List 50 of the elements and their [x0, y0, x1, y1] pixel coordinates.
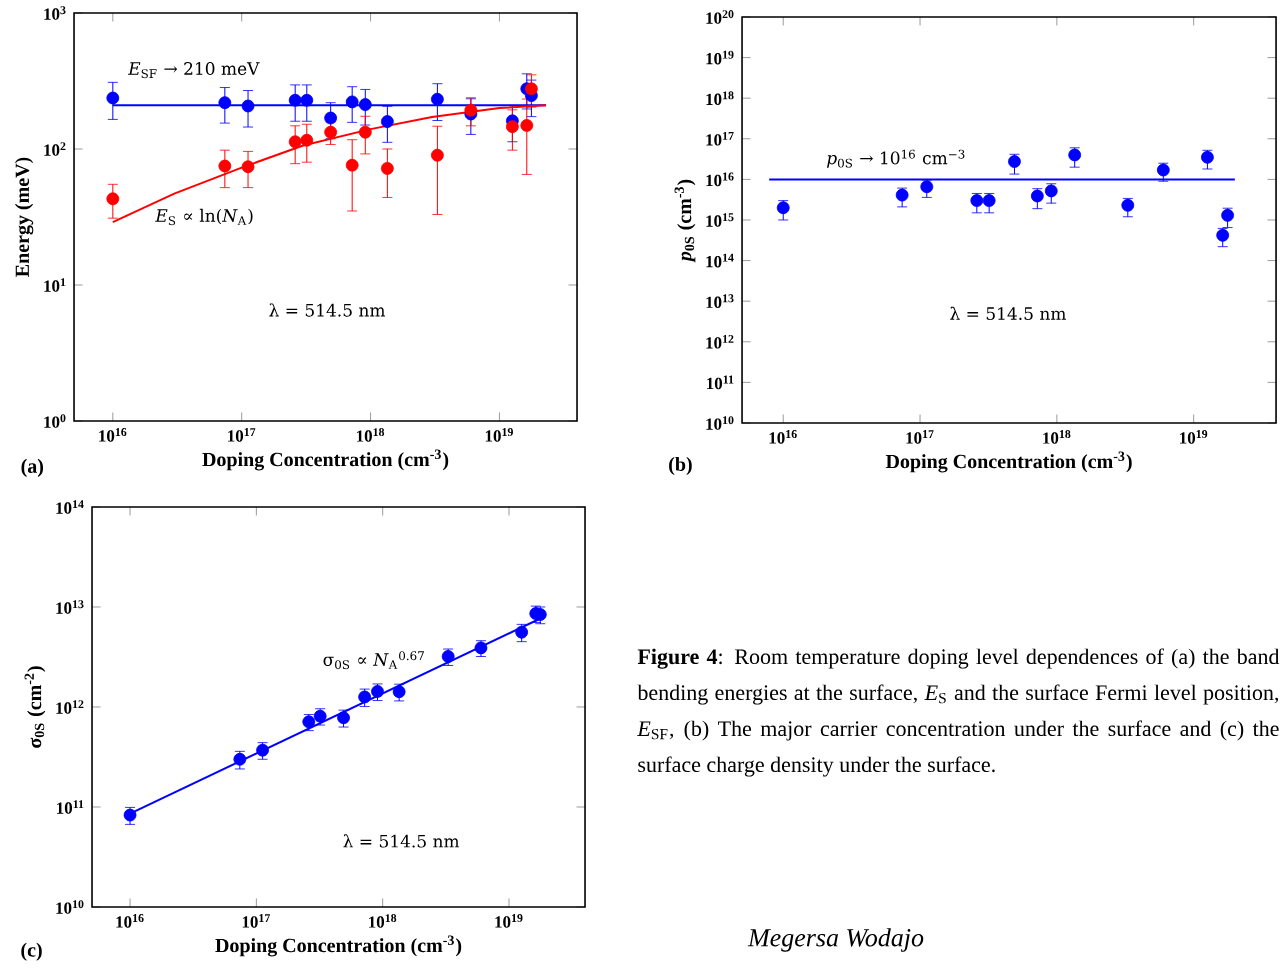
y-tick-label: 10$^{15}$	[706, 213, 734, 227]
y-tick-label: 10$^{13}$	[56, 600, 84, 614]
y-axis-title: Energy (meV)	[14, 157, 34, 277]
y-tick-label: 10$^{14}$	[706, 253, 734, 268]
x-tick-label: 10$^{16}$	[99, 428, 127, 442]
y-tick-label: 10$^{17}$	[706, 131, 734, 146]
y-tick-label: 10$^{3}$	[44, 6, 66, 20]
x-tick-label: 10$^{16}$	[769, 430, 797, 444]
y-tick-label: 10$^{0}$	[44, 414, 66, 428]
y-tick-label: 10$^{2}$	[44, 142, 66, 156]
y-tick-label: 10$^{12}$	[56, 700, 84, 714]
y-tick-label: 10$^{1}$	[44, 278, 66, 292]
x-axis-title: Doping Concentration (cm$^{-3}$)	[885, 451, 1132, 473]
x-tick-label: 10$^{17}$	[242, 914, 271, 928]
x-tick-label: 10$^{18}$	[356, 428, 385, 442]
y-axis-title: σ$_{0S}$ (cm$^{-2}$)	[24, 666, 46, 748]
text: (c)	[21, 942, 42, 961]
x-tick-label: 10$^{17}$	[228, 428, 256, 442]
x-tick-label: 10$^{16}$	[116, 914, 144, 928]
text: (b)	[669, 456, 692, 476]
y-tick-label: 10$^{18}$	[706, 91, 734, 106]
annotation: λ = 514.5 nm	[950, 306, 1066, 320]
x-tick-label: 10$^{18}$	[1043, 430, 1071, 444]
y-tick-label: 10$^{12}$	[706, 334, 734, 349]
x-axis-title: Doping Concentration (cm$^{-3}$)	[215, 935, 462, 957]
y-tick-label: 10$^{10}$	[56, 900, 84, 914]
y-tick-label: 10$^{19}$	[706, 50, 734, 65]
annotation: E$_{SF}$ → 210 meV	[127, 62, 260, 79]
x-axis-title: Doping Concentration (cm$^{-3}$)	[202, 449, 449, 471]
y-tick-label: 10$^{11}$	[707, 375, 734, 390]
y-tick-label: 10$^{20}$	[706, 10, 734, 24]
y-tick-label: 10$^{13}$	[706, 294, 734, 309]
annotation: E$_{S}$ ∝ ln(N$_{A}$)	[155, 208, 253, 226]
y-axis-title: p$_{0S}$ (cm$^{-3}$)	[674, 179, 696, 263]
x-tick-label: 10$^{19}$	[485, 428, 513, 442]
text: Figure 4: Room temperature doping level dependences of (a) the band bending energies at the surface, E$_{S}$ and the surface Fermi level position, E$_{SF}$, (b) The major carrier concentration under the surface and (c) the surface charge density under the surface.	[637, 648, 1280, 777]
x-tick-label: 10$^{19}$	[495, 914, 523, 928]
annotation: p$_{0S}$ → 10$^{16}$ cm$^{−3}$	[827, 149, 965, 168]
annotation: λ = 514.5 nm	[269, 303, 386, 317]
y-tick-label: 10$^{10}$	[706, 416, 734, 430]
x-tick-label: 10$^{17}$	[906, 430, 934, 444]
annotation: λ = 514.5 nm	[343, 834, 460, 848]
y-tick-label: 10$^{14}$	[56, 500, 84, 514]
text: (a)	[21, 458, 44, 477]
text: Megersa Wodajo	[747, 928, 924, 952]
x-tick-label: 10$^{19}$	[1180, 430, 1208, 444]
x-tick-label: 10$^{18}$	[369, 914, 397, 928]
annotation: σ$_{0S}$ ∝ N$_{A}$0.67	[323, 651, 424, 670]
y-tick-label: 10$^{16}$	[706, 172, 734, 187]
y-tick-label: 10$^{11}$	[57, 800, 84, 814]
